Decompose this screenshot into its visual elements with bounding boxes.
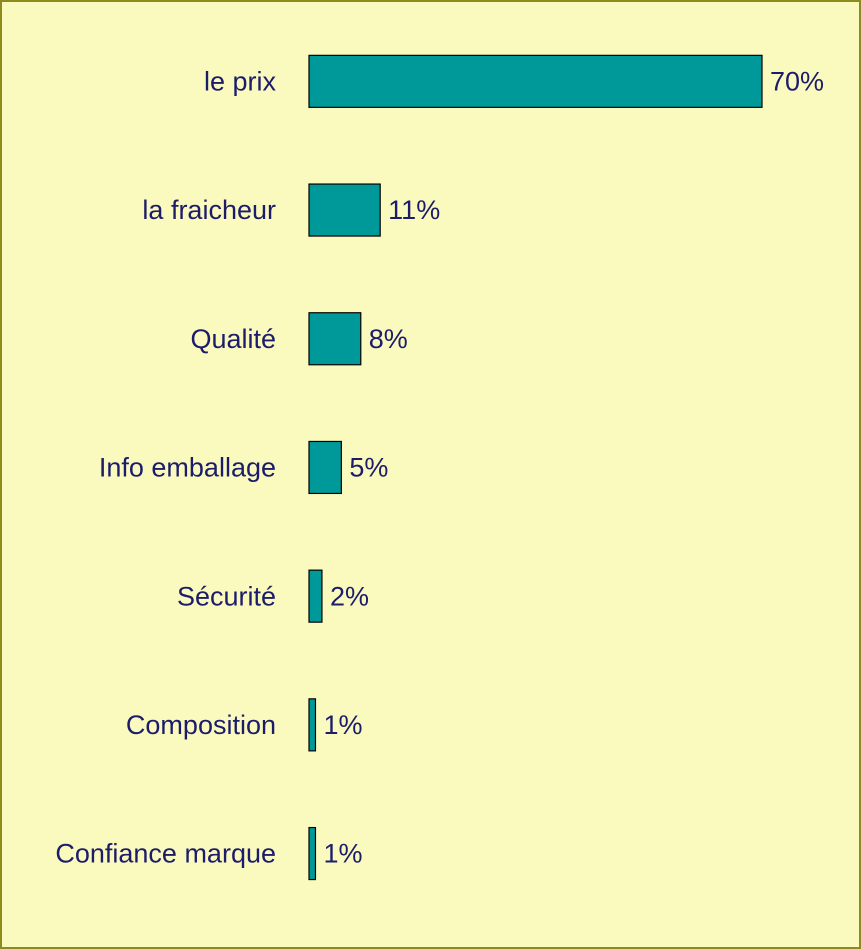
category-label: Composition	[126, 710, 276, 740]
bar	[308, 698, 317, 752]
category-label: le prix	[204, 66, 277, 96]
bar	[308, 826, 317, 881]
category-label: Qualité	[190, 324, 276, 354]
value-label: 5%	[349, 453, 388, 483]
bar	[308, 183, 381, 237]
bar	[308, 312, 362, 366]
category-label: Info emballage	[99, 453, 276, 483]
value-label: 70%	[770, 66, 824, 96]
value-label: 11%	[388, 195, 440, 225]
bar	[308, 54, 763, 108]
value-label: 8%	[369, 324, 408, 354]
value-label: 2%	[330, 581, 369, 611]
category-label: Sécurité	[177, 581, 276, 611]
value-label: 1%	[323, 839, 362, 869]
value-label: 1%	[323, 710, 362, 740]
category-label: Confiance marque	[55, 839, 276, 869]
bar	[308, 440, 342, 495]
category-label: la fraicheur	[142, 195, 276, 225]
bar	[308, 569, 323, 623]
